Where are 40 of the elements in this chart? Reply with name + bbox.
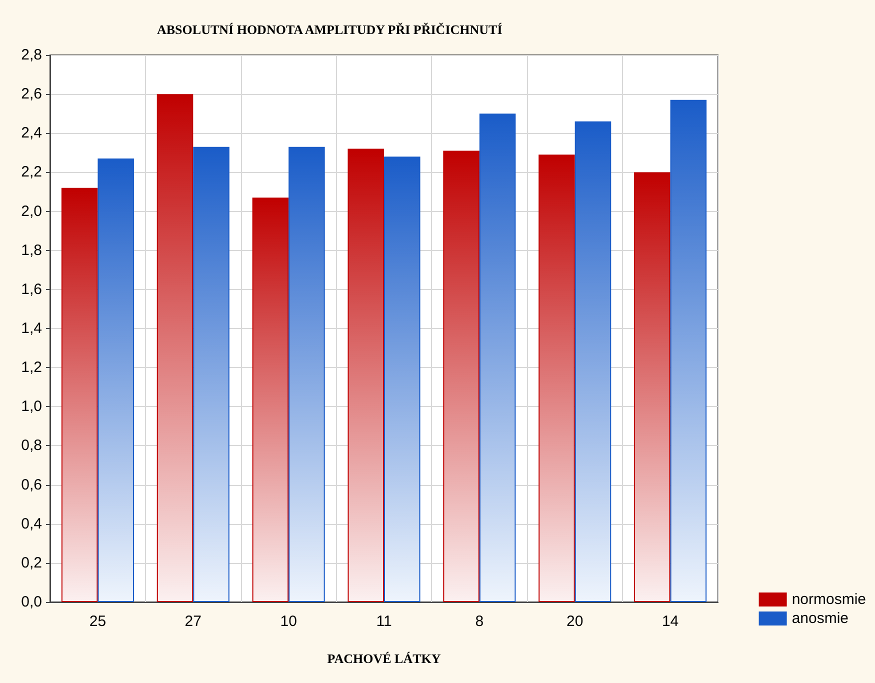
- x-tick-label: 11: [376, 613, 392, 630]
- y-tick-label: 0,2: [21, 554, 42, 572]
- y-tick-label: 2,6: [21, 86, 42, 103]
- x-axis-title: PACHOVÉ LÁTKY: [327, 651, 442, 666]
- x-tick-label: 27: [184, 613, 202, 630]
- bar: [348, 148, 384, 602]
- x-tick-label: 14: [662, 613, 679, 630]
- x-tick-label: 25: [89, 613, 106, 630]
- y-tick-label: 1,4: [21, 320, 42, 337]
- bar: [61, 188, 98, 602]
- bar: [156, 94, 194, 602]
- y-tick-label: 0,0: [21, 594, 42, 610]
- x-tick-label: 10: [280, 613, 297, 630]
- y-tick-label: 1,6: [21, 280, 42, 298]
- x-tick-label: 8: [475, 613, 484, 630]
- bar: [443, 150, 480, 602]
- bar: [98, 158, 134, 602]
- bar: [574, 121, 612, 602]
- y-tick-label: 2,2: [21, 164, 42, 181]
- bar: [193, 146, 230, 602]
- y-tick-label: 2,8: [21, 46, 42, 64]
- x-tick-label: 20: [566, 613, 584, 630]
- legend-label: anosmie: [792, 610, 849, 627]
- chart-title: ABSOLUTNÍ HODNOTA AMPLITUDY PŘI PŘIČICHNUTÍ: [157, 22, 502, 37]
- bar: [670, 100, 707, 602]
- bar: [479, 114, 516, 602]
- bar: [634, 172, 670, 602]
- y-tick-label: 0,6: [21, 476, 42, 494]
- bar: [252, 198, 289, 602]
- y-tick-label: 1,8: [21, 242, 42, 259]
- bar: [538, 154, 575, 602]
- bar: [288, 146, 325, 602]
- y-tick-label: 0,8: [21, 437, 42, 454]
- y-tick-label: 1,2: [21, 359, 42, 376]
- bar: [384, 156, 420, 602]
- legend-label: normosmie: [792, 591, 866, 608]
- y-tick-label: 0,4: [21, 515, 42, 532]
- y-tick-label: 2,0: [21, 202, 42, 220]
- y-tick-label: 2,4: [21, 124, 42, 142]
- y-tick-label: 1,0: [21, 398, 42, 416]
